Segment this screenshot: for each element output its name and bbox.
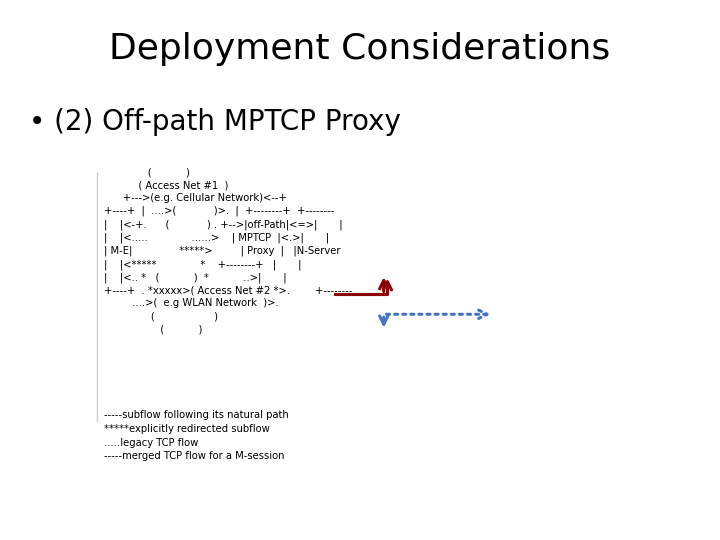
Text: • (2) Off-path MPTCP Proxy: • (2) Off-path MPTCP Proxy <box>29 108 400 136</box>
Text: Deployment Considerations: Deployment Considerations <box>109 32 611 66</box>
Text: (           )
           ( Access Net #1  )
      +--->(e.g. Cellular Network)<-: ( ) ( Access Net #1 ) +--->(e.g. Cellula… <box>104 167 353 334</box>
Text: -----subflow following its natural path
*****explicitly redirected subflow
.....: -----subflow following its natural path … <box>104 410 289 461</box>
